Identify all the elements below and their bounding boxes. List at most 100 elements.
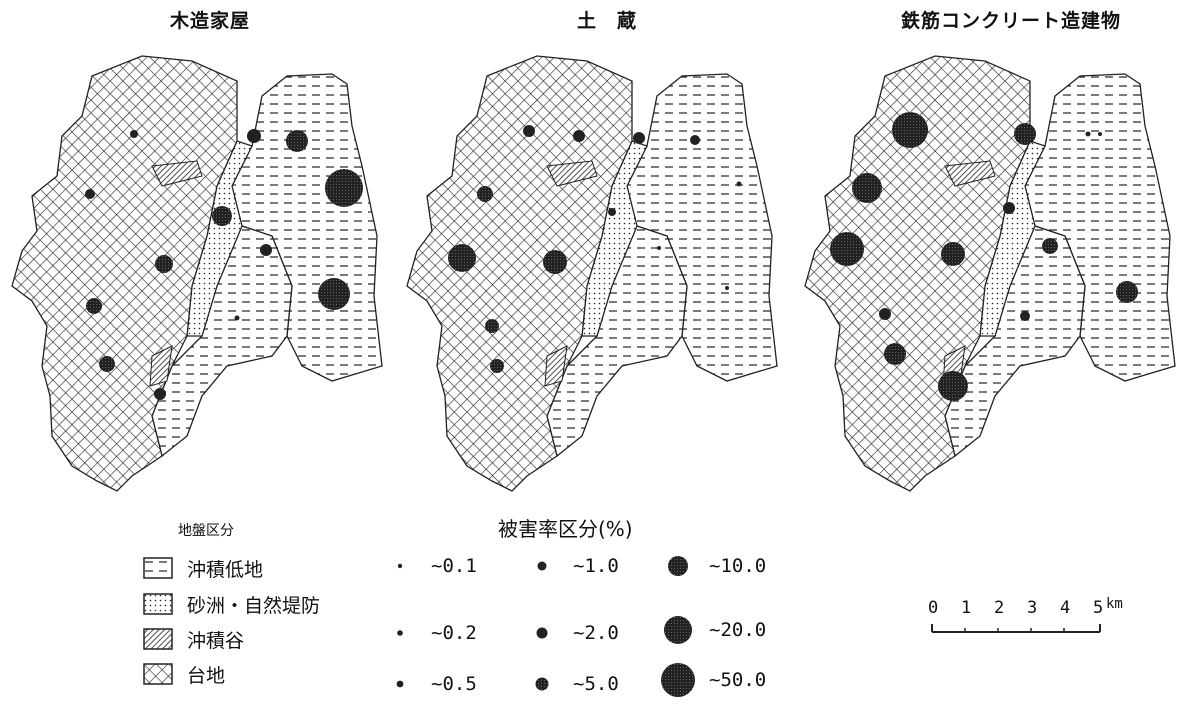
ground-legend-label: 沖積谷 [187,629,245,652]
damage-marker [130,130,138,138]
damage-marker [234,315,240,321]
hatch-swatch-icon [143,628,173,650]
dash-swatch-icon [143,557,173,579]
damage-marker [892,112,928,148]
damage-marker [938,371,968,401]
damage-legend-item: ~1.0 [519,546,619,586]
dot-icon [397,630,403,636]
damage-marker [1042,238,1058,254]
ground-legend-item-valley: 沖積谷 [143,627,245,652]
dot-icon [536,627,548,639]
damage-legend-item: ~20.0 [655,610,766,650]
damage-marker [318,278,350,310]
dot-icon [397,563,403,569]
damage-marker [212,206,232,226]
damage-marker [86,298,102,314]
damage-legend-item: ~50.0 [655,660,766,700]
ground-legend-label: 台地 [187,664,226,687]
damage-marker [657,246,661,250]
damage-marker [325,169,363,207]
stippled-dot-icon [661,663,695,697]
scale-bar: 0 1 2 3 4 5 km [928,596,1158,640]
scale-tick-label: 4 [1060,598,1071,618]
damage-marker [852,173,882,203]
ground-legend-label: 砂洲・自然堤防 [187,594,321,617]
damage-marker [608,208,616,216]
damage-legend-item: ~2.0 [519,613,619,653]
damage-legend-label: ~1.0 [573,555,619,577]
zone-valley [149,160,203,387]
scale-bar-labels: 0 1 2 3 4 5 km [928,596,1158,620]
zone-lowland-south [944,225,1086,458]
damage-marker [1085,131,1091,137]
scale-tick-label: 5 [1093,598,1104,618]
stippled-dot-icon [664,616,692,644]
damage-legend-label: ~20.0 [709,619,767,641]
ground-legend-heading: 地盤区分 [178,523,234,539]
damage-legend-label: ~2.0 [573,622,619,644]
ground-legend-item-plateau: 台地 [143,662,226,687]
stippled-dot-icon [668,556,688,576]
damage-marker [725,286,729,290]
damage-marker [543,250,567,274]
damage-marker [448,244,476,272]
dots-swatch-icon [143,593,173,615]
ground-legend-item-lowland: 沖積低地 [143,556,264,581]
damage-marker [485,319,499,333]
damage-legend-item: ~10.0 [655,546,766,586]
damage-marker [247,129,261,143]
damage-legend-heading: 被害率区分(%) [498,517,633,541]
damage-legend-item: ~0.1 [377,546,477,586]
damage-marker [884,343,906,365]
damage-marker [260,244,272,256]
cross-swatch-icon [143,663,173,685]
damage-marker [154,388,166,400]
damage-marker [155,255,173,273]
scale-bar-line [931,624,1101,633]
ground-legend-label: 沖積低地 [187,558,264,581]
damage-legend-label: ~10.0 [709,555,767,577]
damage-legend-label: ~0.5 [431,673,477,695]
damage-marker [1116,281,1138,303]
damage-marker [1020,311,1030,321]
damage-marker [99,356,115,372]
zone-lowland-south [546,225,688,458]
damage-marker [830,232,864,266]
damage-marker [1003,202,1015,214]
scale-tick-label: 0 [928,598,939,618]
damage-legend-label: ~0.1 [431,555,477,577]
damage-legend-label: ~50.0 [709,669,767,691]
damage-marker [633,132,645,144]
zone-lowland-south [151,225,293,458]
damage-marker [1014,123,1036,145]
damage-legend-label: ~5.0 [573,673,619,695]
dot-icon [396,680,404,688]
damage-marker [1098,132,1102,136]
damage-marker [286,130,308,152]
damage-marker [736,181,742,187]
map-wooden-houses [11,55,383,492]
scale-tick-label: 2 [994,598,1005,618]
damage-marker [490,359,504,373]
stippled-dot-icon [535,677,549,691]
damage-marker [573,130,585,142]
damage-marker [941,242,965,266]
damage-legend-item: ~0.2 [377,613,477,653]
damage-marker [477,186,493,202]
scale-unit: km [1106,596,1123,612]
map-title-wooden-houses: 木造家屋 [169,10,251,32]
map-title-storehouse: 土 蔵 [576,10,638,32]
damage-marker [879,308,891,320]
damage-marker [690,135,700,145]
damage-marker [85,189,95,199]
scale-tick-label: 1 [961,598,972,618]
map-rc-buildings [804,55,1176,492]
ground-legend-item-sandbar: 砂洲・自然堤防 [143,592,321,617]
map-storehouse [406,55,778,492]
damage-legend-label: ~0.2 [431,622,477,644]
damage-marker [523,125,535,137]
scale-tick-label: 3 [1027,598,1038,618]
dot-icon [537,561,547,571]
damage-legend-item: ~0.5 [377,664,477,704]
zone-valley [544,160,598,387]
